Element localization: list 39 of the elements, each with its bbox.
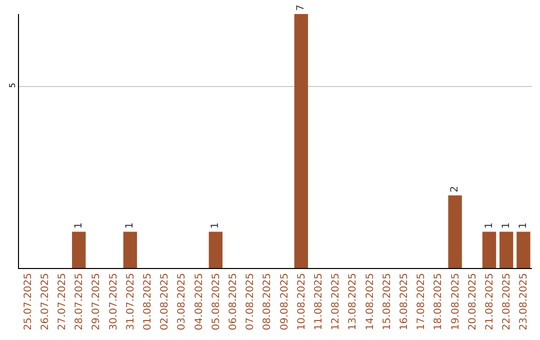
- x-tick-label: 03.08.2025: [176, 273, 188, 330]
- data-label: 1: [210, 222, 222, 229]
- x-tick-label: 07.08.2025: [245, 273, 256, 330]
- x-tick-label: 13.08.2025: [348, 273, 359, 330]
- data-label: 1: [484, 222, 495, 229]
- x-tick-label: 18.08.2025: [433, 273, 444, 330]
- x-tick-label: 23.08.2025: [518, 273, 530, 330]
- data-label: 1: [518, 222, 529, 229]
- x-tick-label: 20.08.2025: [467, 273, 478, 330]
- x-tick-label: 17.08.2025: [416, 273, 428, 330]
- x-tick-label: 04.08.2025: [194, 273, 205, 330]
- data-label: 1: [73, 222, 84, 229]
- x-tick-label: 19.08.2025: [450, 273, 462, 330]
- x-tick-label: 30.07.2025: [108, 273, 120, 330]
- x-tick-label: 05.08.2025: [210, 273, 222, 330]
- y-tick-label: 5: [8, 82, 17, 88]
- x-tick-label: 01.08.2025: [142, 273, 154, 330]
- x-tick-label: 08.08.2025: [262, 273, 274, 330]
- x-tick-label: 29.07.2025: [91, 273, 102, 330]
- x-tick-label: 11.08.2025: [314, 273, 324, 330]
- x-tick-label: 15.08.2025: [382, 273, 393, 330]
- x-tick-label: 25.07.2025: [22, 273, 34, 330]
- x-tick-label: 06.08.2025: [228, 273, 239, 330]
- x-tick-label: 21.08.2025: [484, 273, 496, 330]
- x-tick-label: 10.08.2025: [296, 273, 308, 330]
- x-tick-label: 02.08.2025: [160, 273, 171, 330]
- x-tick-label: 16.08.2025: [399, 273, 410, 330]
- x-tick-label: 09.08.2025: [279, 273, 290, 330]
- data-label: 7: [296, 4, 307, 11]
- x-tick-label: 27.07.2025: [57, 273, 68, 330]
- x-tick-label: 12.08.2025: [330, 273, 342, 330]
- data-label: 1: [500, 222, 512, 229]
- x-tick-label: 28.07.2025: [74, 273, 86, 330]
- data-label: 1: [124, 222, 136, 229]
- x-tick-label: 31.07.2025: [125, 273, 136, 330]
- x-tick-label: 26.07.2025: [40, 273, 51, 330]
- data-label: 2: [450, 186, 461, 192]
- x-tick-label: 14.08.2025: [364, 273, 376, 330]
- x-tick-label: 22.08.2025: [502, 273, 513, 330]
